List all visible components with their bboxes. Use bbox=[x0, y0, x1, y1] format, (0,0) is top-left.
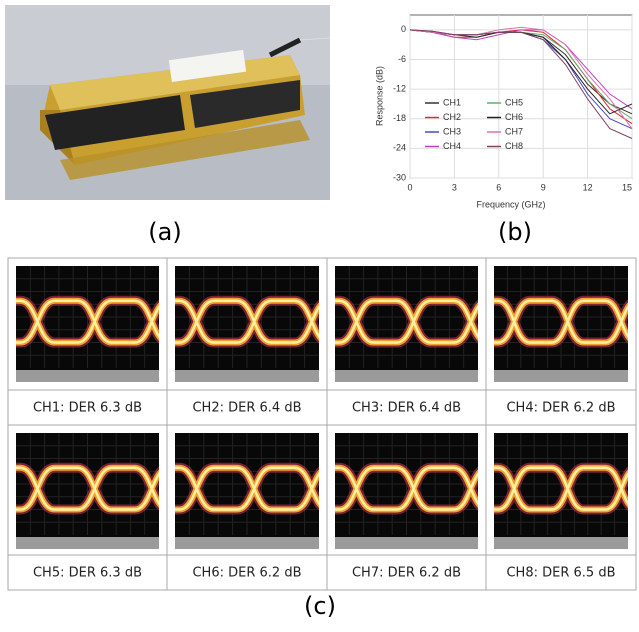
y-axis-label: Response (dB) bbox=[374, 66, 384, 126]
eye-label: CH6: DER 6.2 dB bbox=[192, 566, 301, 581]
legend-label: CH5 bbox=[505, 97, 523, 107]
x-tick-label: 15 bbox=[622, 182, 632, 192]
scope-toolbar bbox=[16, 537, 159, 549]
panel-label: (a) bbox=[148, 218, 181, 246]
eye-label: CH8: DER 6.5 dB bbox=[506, 566, 615, 581]
legend-label: CH4 bbox=[443, 141, 461, 151]
x-axis-label: Frequency (GHz) bbox=[476, 199, 545, 209]
scope-toolbar bbox=[335, 370, 478, 382]
y-tick-label: 0 bbox=[401, 24, 406, 34]
legend-label: CH2 bbox=[443, 112, 461, 122]
scope-toolbar bbox=[494, 537, 628, 549]
legend-label: CH1 bbox=[443, 97, 461, 107]
x-tick-label: 12 bbox=[583, 182, 593, 192]
eye-diagram bbox=[0, 433, 169, 549]
y-tick-label: -12 bbox=[393, 83, 406, 93]
y-tick-label: -6 bbox=[398, 54, 406, 64]
x-tick-label: 9 bbox=[541, 182, 546, 192]
eye-label: CH4: DER 6.2 dB bbox=[506, 401, 615, 416]
eye-label: CH2: DER 6.4 dB bbox=[192, 401, 301, 416]
figure: (a) (b) (c) Frequency (GHz) Response (dB… bbox=[0, 0, 639, 627]
panel-label: (b) bbox=[498, 218, 532, 246]
eye-label: CH5: DER 6.3 dB bbox=[33, 566, 142, 581]
legend-label: CH8 bbox=[505, 141, 523, 151]
x-tick-label: 0 bbox=[407, 182, 412, 192]
scope-toolbar bbox=[16, 370, 159, 382]
scope-toolbar bbox=[335, 537, 478, 549]
eye-label: CH3: DER 6.4 dB bbox=[352, 401, 461, 416]
y-tick-label: -18 bbox=[393, 113, 406, 123]
x-tick-label: 3 bbox=[452, 182, 457, 192]
frequency-response-chart: Frequency (GHz) Response (dB) 0 -6 -12 -18 -… bbox=[374, 15, 632, 209]
y-tick-label: -30 bbox=[393, 172, 406, 182]
module-photo bbox=[5, 5, 330, 200]
legend-label: CH3 bbox=[443, 126, 461, 136]
legend-label: CH7 bbox=[505, 126, 523, 136]
eye-label: CH1: DER 6.3 dB bbox=[33, 401, 142, 416]
scope-toolbar bbox=[175, 537, 319, 549]
panel-label: (c) bbox=[304, 592, 336, 620]
scope-toolbar bbox=[175, 370, 319, 382]
legend-label: CH6 bbox=[505, 112, 523, 122]
x-tick-label: 6 bbox=[496, 182, 501, 192]
eye-label: CH7: DER 6.2 dB bbox=[352, 566, 461, 581]
scope-toolbar bbox=[494, 370, 628, 382]
y-tick-label: -24 bbox=[393, 143, 406, 153]
eye-diagram bbox=[0, 266, 169, 382]
